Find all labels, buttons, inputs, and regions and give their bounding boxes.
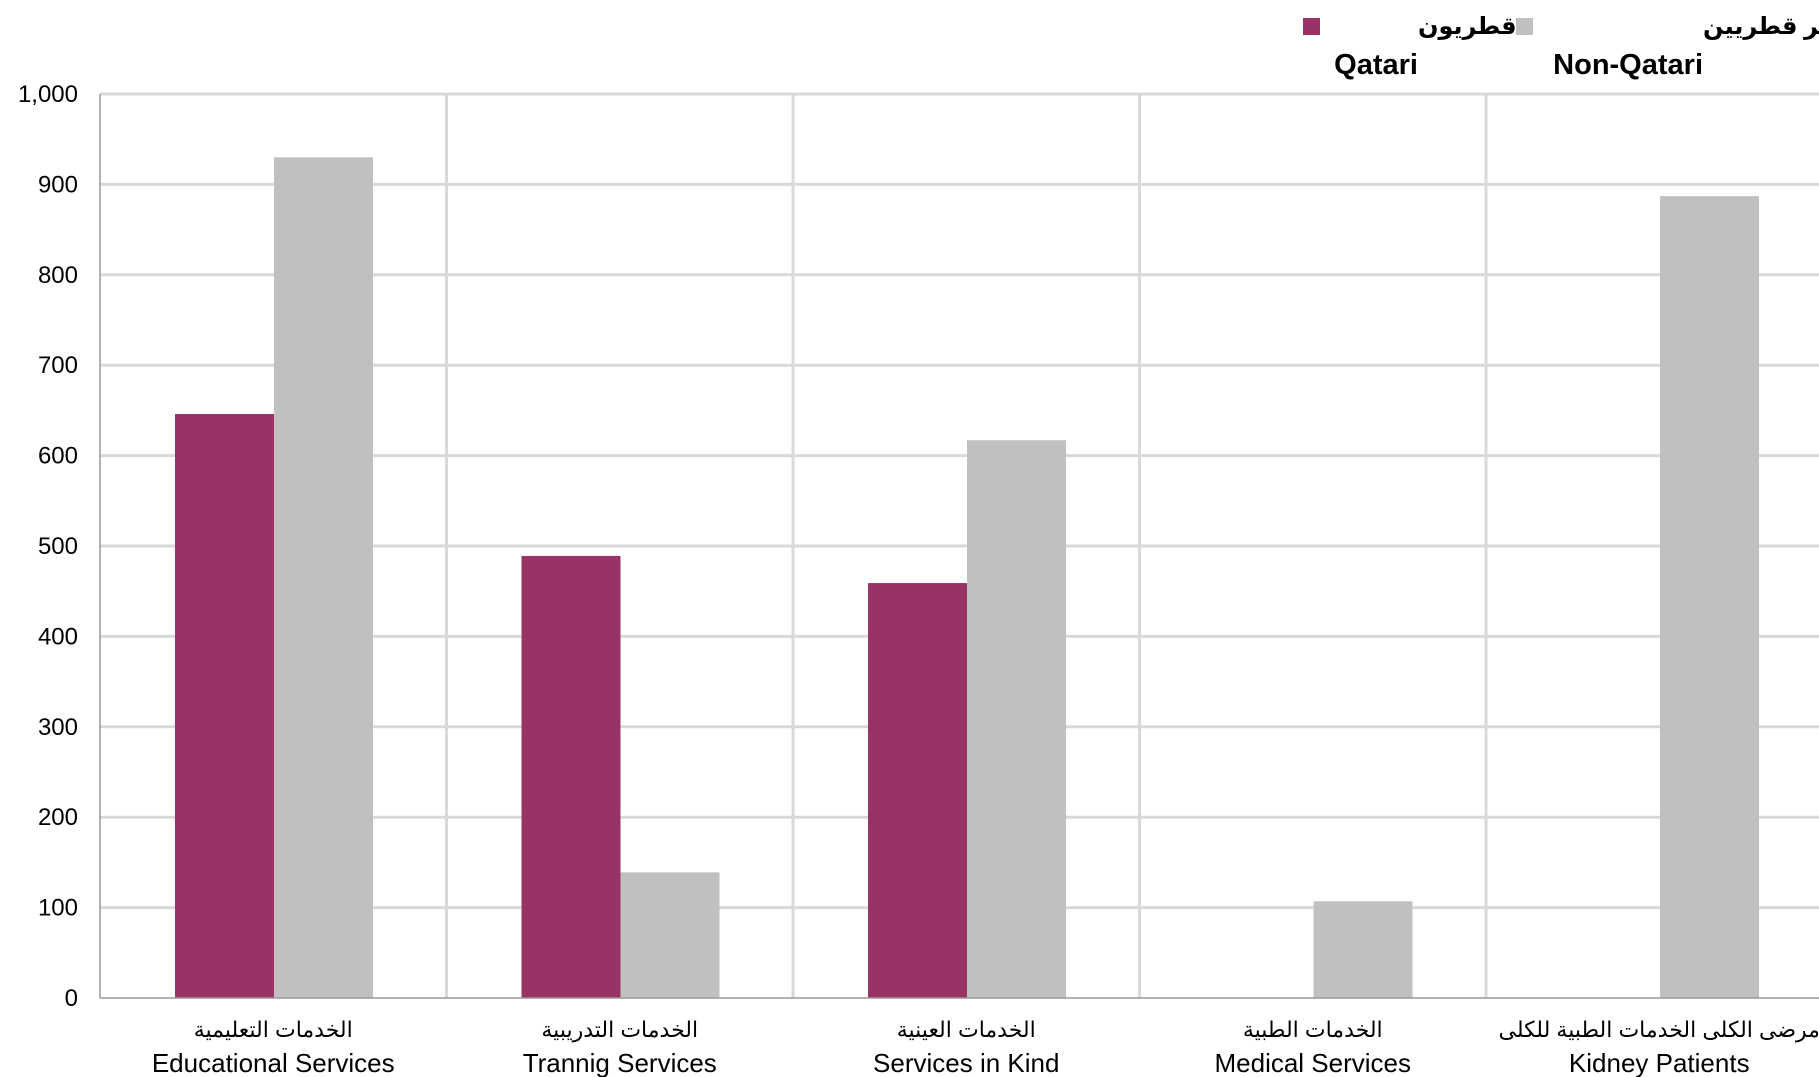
bar-non-qatari [274,157,373,998]
category-label-en: Services in Kind [873,1048,1059,1077]
y-tick-label: 300 [38,714,78,741]
bar-non-qatari [1313,901,1413,998]
y-tick-label: 1,000 [18,81,78,108]
category-label-ar: الخدمات التدريبية [541,1017,698,1042]
category-label-ar: الخدمات التعليمية [194,1017,353,1042]
category-label-ar: مرضى الكلى الخدمات الطبية للكلى [1499,1017,1819,1042]
grid-layer [100,92,1819,998]
bar-non-qatari [1660,196,1759,999]
category-label-en: Kidney Patients [1569,1048,1750,1077]
y-tick-label: 600 [38,443,78,470]
y-tick-label: 400 [38,623,78,650]
y-tick-label: 100 [38,895,78,922]
legend-label-en: Non-Qatari [1553,49,1703,81]
y-tick-label: 200 [38,804,78,831]
axis-layer: 0 100 200 300 400 500 600 700 800 900 1,000 الخدمات… [18,81,1819,1077]
category-label-ar: الخدمات العينية [897,1017,1036,1042]
bar-non-qatari [620,872,720,998]
category-label-en: Trannig Services [523,1048,717,1077]
legend-label-ar: قطريون [1418,13,1517,40]
bar-qatari [868,583,967,998]
legend-swatch-qatari [1303,18,1320,35]
bar-qatari [175,414,274,998]
y-tick-label: 500 [38,533,78,560]
category-label-ar: الخدمات الطبية [1243,1017,1383,1042]
y-tick-label: 0 [65,985,78,1012]
category-label-en: Medical Services [1214,1048,1411,1077]
bar-qatari [521,555,621,998]
legend-label-ar: غير قطريين [1703,13,1819,40]
y-tick-label: 700 [38,352,78,379]
bars-layer [175,157,1759,999]
legend-swatch-non-qatari [1516,18,1533,35]
category-label-en: Educational Services [152,1048,395,1077]
bar-non-qatari [967,440,1066,998]
legend-label-en: Qatari [1334,49,1418,81]
y-tick-label: 900 [38,171,78,198]
y-tick-label: 800 [38,262,78,289]
